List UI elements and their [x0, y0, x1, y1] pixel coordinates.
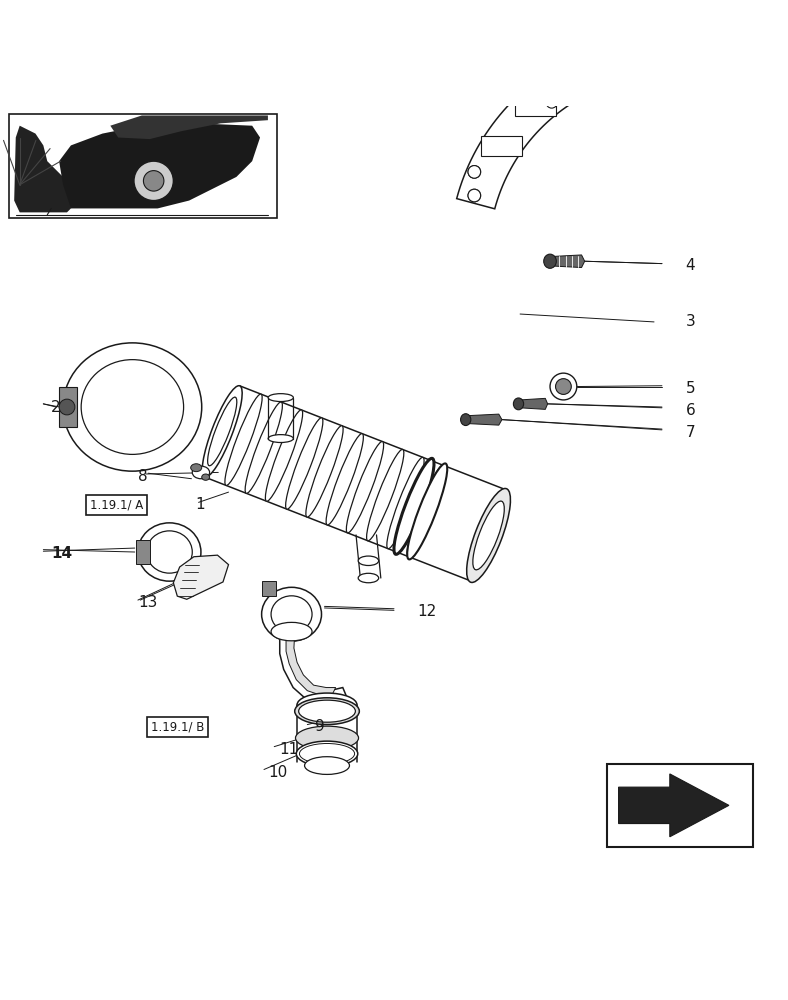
- Ellipse shape: [262, 587, 322, 641]
- Polygon shape: [467, 414, 502, 425]
- Text: 1.19.1/ A: 1.19.1/ A: [90, 498, 143, 511]
- Ellipse shape: [299, 743, 355, 764]
- Ellipse shape: [207, 397, 237, 466]
- Text: 1: 1: [195, 497, 205, 512]
- Ellipse shape: [387, 457, 424, 549]
- Ellipse shape: [138, 523, 201, 581]
- Circle shape: [550, 373, 577, 400]
- Ellipse shape: [202, 474, 210, 480]
- Ellipse shape: [473, 501, 504, 570]
- Ellipse shape: [285, 418, 323, 509]
- Ellipse shape: [268, 394, 293, 402]
- Bar: [563, 69, 594, 85]
- Ellipse shape: [544, 254, 556, 268]
- Ellipse shape: [359, 556, 379, 566]
- Text: 9: 9: [315, 719, 325, 734]
- Polygon shape: [136, 540, 150, 564]
- Ellipse shape: [299, 700, 355, 722]
- Polygon shape: [262, 581, 276, 596]
- Text: 13: 13: [138, 595, 158, 610]
- Polygon shape: [552, 255, 585, 268]
- Polygon shape: [520, 398, 548, 409]
- Text: 2: 2: [51, 400, 61, 415]
- Text: 12: 12: [418, 604, 437, 619]
- Polygon shape: [619, 774, 729, 837]
- Text: 11: 11: [280, 742, 299, 757]
- Ellipse shape: [366, 449, 404, 541]
- Circle shape: [134, 161, 173, 201]
- Ellipse shape: [297, 693, 357, 717]
- Circle shape: [468, 166, 481, 178]
- Ellipse shape: [63, 343, 202, 471]
- Ellipse shape: [245, 402, 282, 493]
- Ellipse shape: [147, 531, 192, 573]
- Circle shape: [556, 379, 571, 394]
- Bar: [9, 114, 277, 218]
- Text: 14: 14: [51, 546, 72, 561]
- Ellipse shape: [394, 458, 434, 554]
- Ellipse shape: [271, 596, 312, 633]
- Ellipse shape: [407, 463, 448, 559]
- Ellipse shape: [81, 360, 184, 454]
- Circle shape: [59, 399, 75, 415]
- Ellipse shape: [296, 741, 358, 766]
- Ellipse shape: [266, 410, 303, 501]
- Ellipse shape: [268, 435, 293, 443]
- Text: 5: 5: [686, 381, 695, 396]
- Ellipse shape: [306, 426, 343, 517]
- Circle shape: [468, 189, 481, 202]
- Text: 3: 3: [686, 314, 695, 329]
- Polygon shape: [457, 43, 623, 209]
- Ellipse shape: [466, 488, 511, 582]
- Ellipse shape: [326, 434, 363, 525]
- Polygon shape: [280, 630, 347, 706]
- Polygon shape: [173, 555, 229, 599]
- Ellipse shape: [295, 698, 359, 725]
- Text: 8: 8: [138, 469, 147, 484]
- Ellipse shape: [359, 573, 379, 583]
- Text: 10: 10: [268, 765, 287, 780]
- Text: 1.19.1/ B: 1.19.1/ B: [151, 720, 204, 733]
- Circle shape: [143, 171, 164, 191]
- Ellipse shape: [460, 414, 470, 426]
- Text: 6: 6: [686, 403, 695, 418]
- Ellipse shape: [225, 394, 262, 485]
- Circle shape: [546, 97, 557, 108]
- Ellipse shape: [304, 757, 349, 774]
- Bar: [481, 136, 522, 156]
- Ellipse shape: [271, 622, 312, 641]
- Ellipse shape: [514, 398, 523, 410]
- Bar: [515, 97, 556, 116]
- Polygon shape: [59, 387, 77, 427]
- Circle shape: [546, 78, 557, 89]
- Ellipse shape: [192, 466, 210, 479]
- Polygon shape: [59, 123, 260, 208]
- Ellipse shape: [407, 465, 444, 557]
- Circle shape: [468, 189, 481, 202]
- Polygon shape: [110, 115, 268, 139]
- Circle shape: [468, 166, 481, 178]
- Text: 4: 4: [686, 258, 695, 273]
- Ellipse shape: [296, 726, 359, 750]
- Ellipse shape: [191, 464, 202, 472]
- Ellipse shape: [347, 442, 384, 533]
- Ellipse shape: [203, 386, 242, 477]
- Text: 7: 7: [686, 425, 695, 440]
- Polygon shape: [286, 632, 336, 695]
- Bar: [607, 764, 753, 847]
- Polygon shape: [14, 126, 75, 212]
